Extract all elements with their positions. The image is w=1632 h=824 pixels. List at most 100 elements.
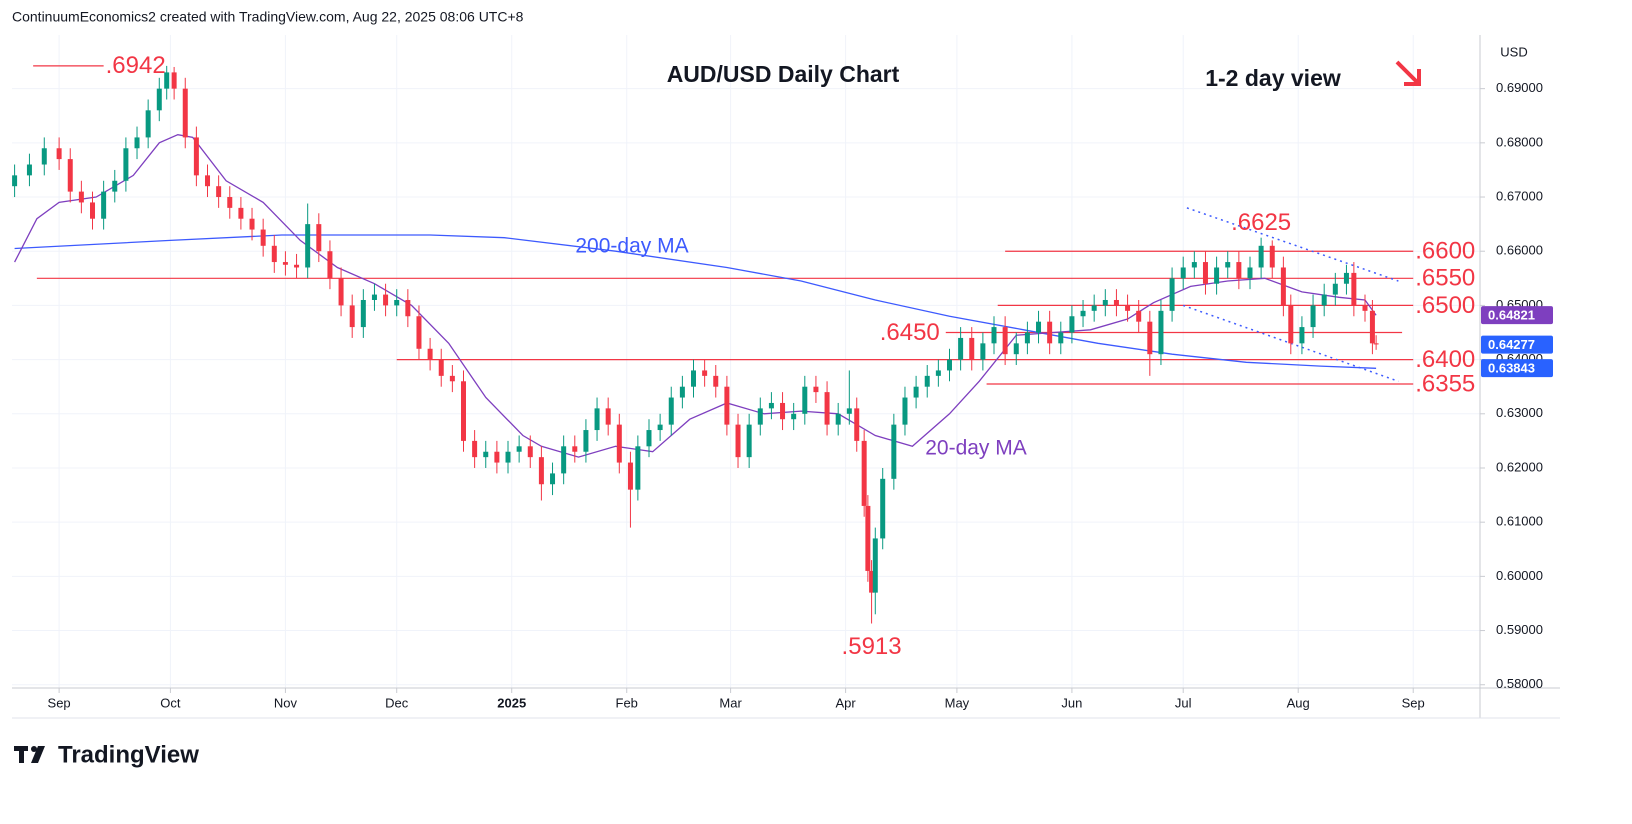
x-tick-label: Jun [1061, 695, 1082, 710]
candle-body [1214, 267, 1220, 284]
x-tick-label: Sep [1402, 695, 1425, 710]
candle-body [924, 375, 930, 387]
candle-body [1024, 332, 1030, 344]
y-tick-label: 0.66000 [1496, 243, 1543, 258]
candle-body [383, 294, 389, 306]
candle-body [1158, 310, 1164, 355]
candle-body [1332, 283, 1338, 295]
candle-body [583, 430, 589, 452]
candle-body [1269, 245, 1275, 268]
y-tick-label: 0.68000 [1496, 134, 1543, 149]
candle-body [156, 88, 162, 111]
candle-body [572, 446, 578, 452]
candle-body [1169, 278, 1175, 311]
y-tick-label: 0.62000 [1496, 459, 1543, 474]
candle-body [913, 386, 919, 398]
candle-body [635, 446, 641, 490]
candle-body [1288, 305, 1294, 344]
candle-body [980, 343, 986, 360]
candle-body [780, 402, 786, 420]
chart-title: AUD/USD Daily Chart [667, 61, 900, 87]
candle-body [101, 191, 107, 219]
candle-body [561, 446, 567, 474]
candle-body [416, 316, 422, 349]
candle-body [746, 424, 752, 458]
candle-body [616, 424, 622, 463]
candle-body [679, 386, 685, 398]
candle-body [90, 202, 96, 219]
candle-body [1147, 321, 1153, 355]
grid [12, 35, 1480, 688]
candle-body [605, 408, 611, 425]
candle-body [305, 224, 311, 268]
candle-body [991, 327, 997, 344]
candle-body [505, 451, 511, 463]
candle-body [327, 251, 333, 279]
candle-body [757, 408, 763, 425]
candle-body [145, 110, 151, 138]
candle-body [791, 413, 797, 420]
candle-body [527, 446, 533, 458]
x-tick-label: Feb [616, 695, 638, 710]
candle-body [472, 440, 478, 458]
candle-body [112, 180, 118, 192]
candle-body [1373, 343, 1379, 345]
down-arrow [1395, 60, 1421, 86]
candle-body [646, 430, 652, 447]
candle-body [123, 148, 129, 181]
price-tag [1481, 359, 1553, 378]
level-label: .6500 [1415, 292, 1475, 319]
candle-body [249, 218, 255, 230]
candle-body [438, 359, 444, 376]
candle-body [216, 186, 222, 198]
y-tick-label: 0.69000 [1496, 80, 1543, 95]
candle-body [1280, 267, 1286, 306]
candle-body [1002, 327, 1008, 355]
x-tick-label: Jul [1175, 695, 1192, 710]
candle-body [1321, 294, 1327, 306]
x-tick-label: Sep [48, 695, 71, 710]
candle-body [657, 424, 663, 431]
candle-body [872, 538, 878, 593]
candle-body [1069, 316, 1075, 333]
candle-body [516, 446, 522, 452]
candle-body [1369, 310, 1375, 344]
candle-body [460, 381, 466, 441]
candle-body [238, 207, 244, 219]
candle-body [735, 424, 741, 458]
candle-body [1310, 305, 1316, 328]
candle-body [538, 457, 544, 485]
point-label: .6625 [1231, 209, 1291, 236]
candle-body [969, 337, 975, 360]
candle-body [1125, 305, 1131, 311]
candle-body [935, 370, 941, 376]
y-tick-label: 0.61000 [1496, 514, 1543, 529]
chart-subtitle: 1-2 day view [1205, 65, 1341, 91]
candle-body [846, 408, 852, 414]
candle-body [627, 462, 633, 490]
candle-body [691, 370, 697, 387]
candle-body [668, 397, 674, 425]
candle-body [205, 175, 211, 187]
candle-body [227, 197, 233, 208]
candle-body [902, 397, 908, 425]
candle-body [1180, 267, 1186, 279]
y-tick-label: 0.63000 [1496, 405, 1543, 420]
candle-body [171, 72, 177, 89]
candle-body [26, 164, 32, 176]
candle-body [41, 148, 47, 165]
candle-body [1036, 321, 1042, 333]
candle-body [835, 413, 841, 425]
candle-body [494, 451, 500, 463]
candle-body [1299, 327, 1305, 344]
candle-body [1091, 305, 1097, 311]
candle-body [713, 375, 719, 387]
candle-body [371, 294, 377, 300]
candle-body [702, 370, 708, 376]
candle-body [260, 229, 266, 246]
x-tick-label: Oct [160, 695, 181, 710]
candle-body [394, 299, 400, 306]
candle-body [483, 451, 489, 458]
x-tick-label: Apr [835, 695, 856, 710]
candle-body [550, 473, 556, 485]
